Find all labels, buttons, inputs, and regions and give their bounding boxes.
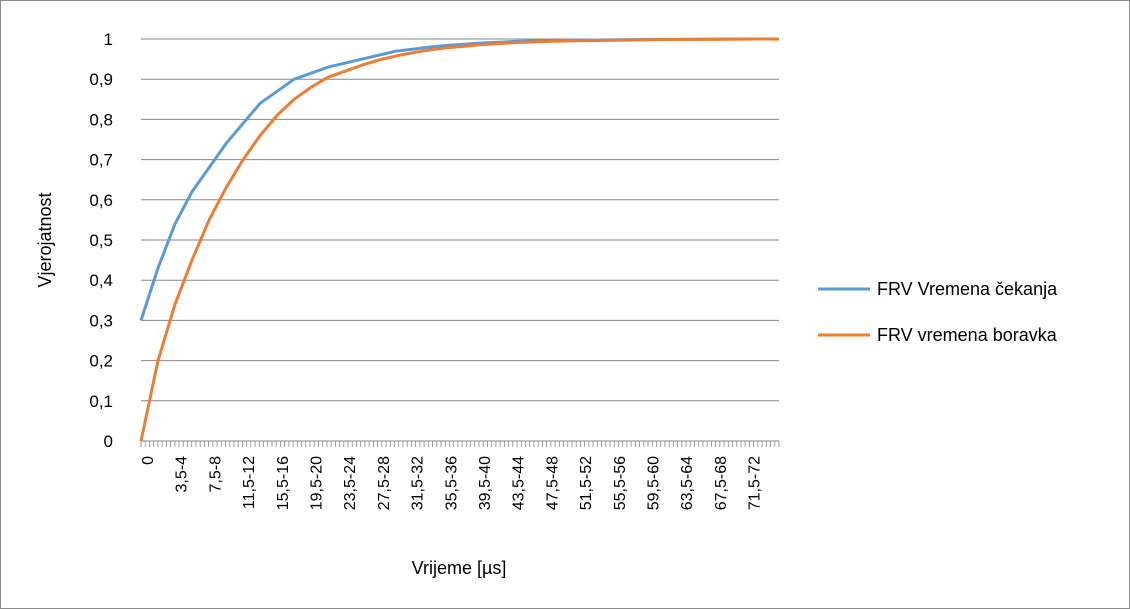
x-tick-label-1: 3,5-4 <box>174 456 191 493</box>
x-tick-label-9: 35,5-36 <box>443 456 460 510</box>
y-tick-label-1: 0,1 <box>89 392 113 411</box>
x-tick-label-13: 51,5-52 <box>578 456 595 510</box>
x-tick-label-16: 63,5-64 <box>679 456 696 510</box>
x-tick-label-11: 43,5-44 <box>511 456 528 510</box>
y-tick-label-9: 0,9 <box>89 70 113 89</box>
gridlines <box>141 38 779 442</box>
x-tick-label-4: 15,5-16 <box>275 456 292 510</box>
y-tick-label-6: 0,6 <box>89 191 113 210</box>
legend-label-1: FRV vremena boravka <box>877 325 1058 345</box>
x-tick-label-6: 23,5-24 <box>342 456 359 510</box>
x-tick-label-17: 67,5-68 <box>713 456 730 510</box>
x-tick-label-2: 7,5-8 <box>207 456 224 493</box>
x-tick-label-8: 31,5-32 <box>410 456 427 510</box>
x-axis: 0 3,5-4 7,5-8 11,5-12 15,5-16 19,5-20 23,5-24 2… <box>140 440 780 510</box>
y-tick-label-8: 0,8 <box>89 110 113 129</box>
x-tick-label-3: 11,5-12 <box>241 456 258 509</box>
y-tick-label-0: 0 <box>104 432 113 451</box>
y-tick-label-2: 0,2 <box>89 352 113 371</box>
x-tick-label-0: 0 <box>140 456 157 465</box>
x-tick-label-5: 19,5-20 <box>309 456 326 510</box>
legend-label-0: FRV Vremena čekanja <box>877 279 1058 299</box>
x-tick-label-14: 55,5-56 <box>612 456 629 510</box>
x-tick-label-15: 59,5-60 <box>646 456 663 510</box>
x-tick-label-7: 27,5-28 <box>376 456 393 510</box>
y-tick-label-3: 0,3 <box>89 311 113 330</box>
y-axis-title: Vjerojatnost <box>35 192 55 287</box>
series-line-0 <box>139 37 779 321</box>
x-tick-label-10: 39,5-40 <box>477 456 494 510</box>
y-tick-label-5: 0,5 <box>89 231 113 250</box>
series-line-1 <box>139 37 779 442</box>
x-tick-label-12: 47,5-48 <box>544 456 561 510</box>
series-lines <box>139 37 779 442</box>
x-axis-title: Vrijeme [µs] <box>412 558 507 578</box>
y-axis-ticks: 0 0,1 0,2 0,3 0,4 0,5 0,6 0,7 0,8 0,9 1 <box>89 30 113 451</box>
legend: FRV Vremena čekanja FRV vremena boravka <box>818 279 1058 345</box>
x-tick-label-18: 71,5-72 <box>747 456 764 510</box>
y-tick-label-10: 1 <box>104 30 113 49</box>
y-tick-label-7: 0,7 <box>89 151 113 170</box>
y-tick-label-4: 0,4 <box>89 271 113 290</box>
